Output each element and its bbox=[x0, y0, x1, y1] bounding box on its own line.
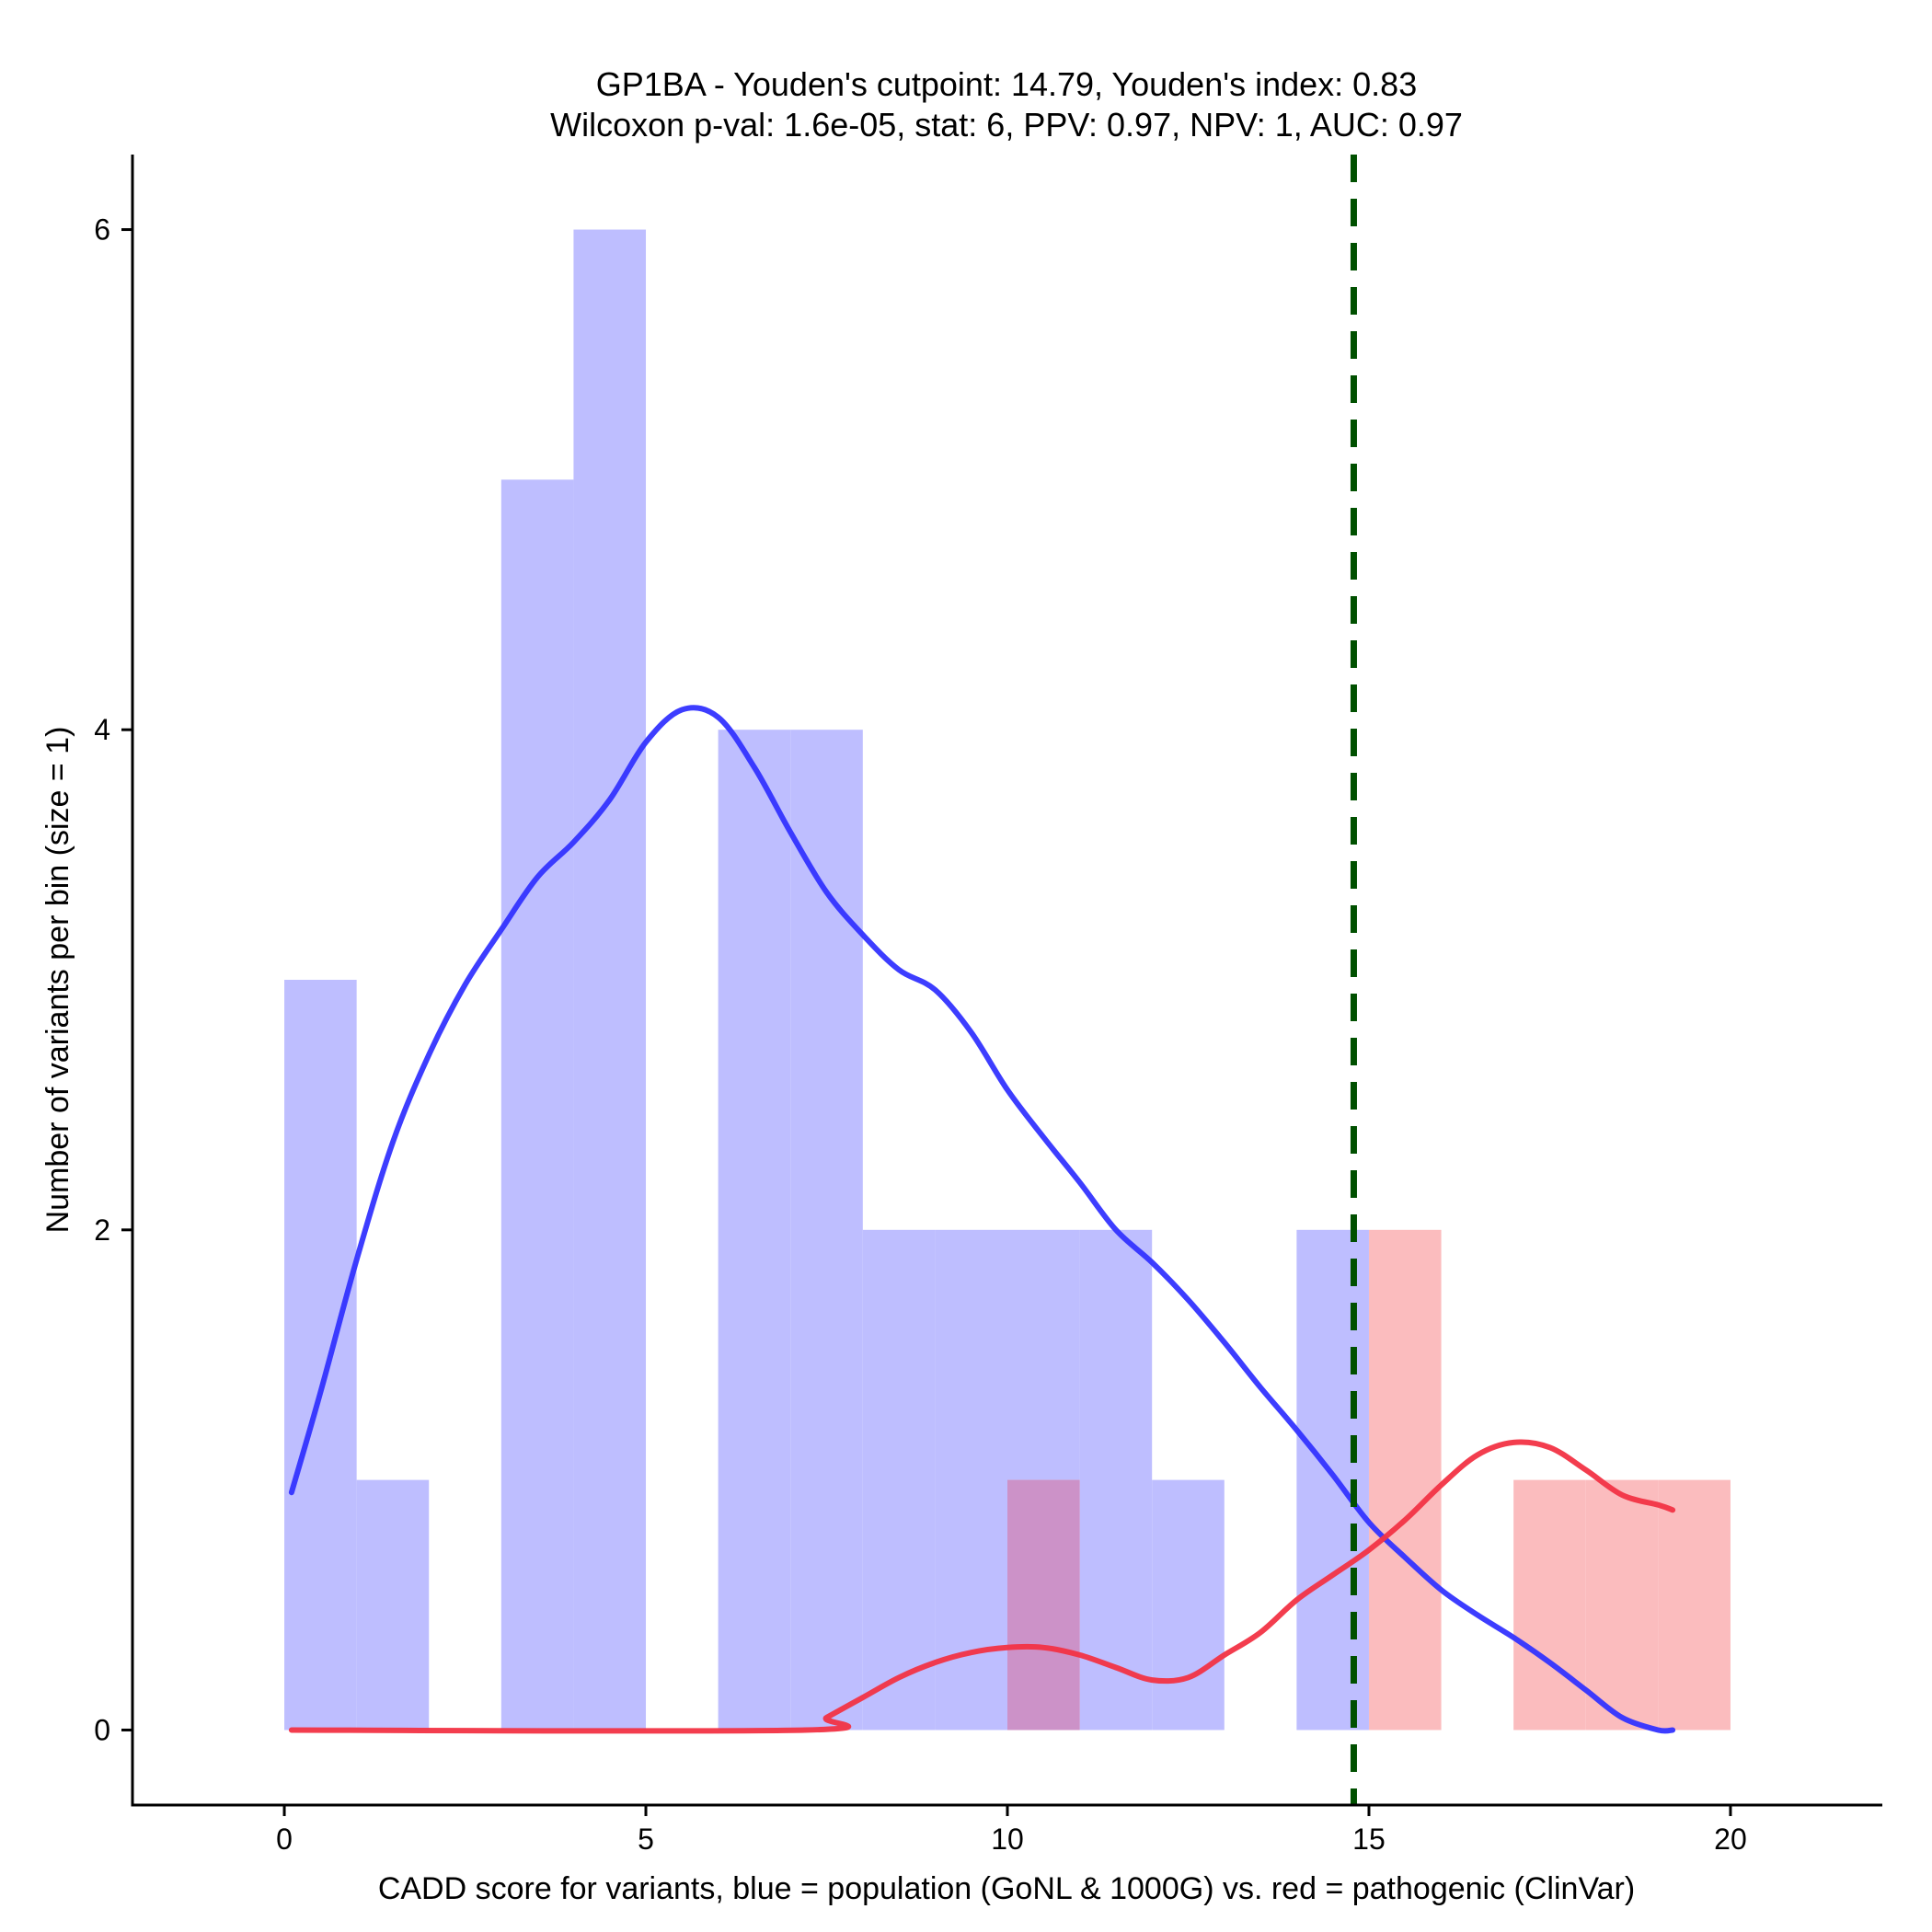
population-bar bbox=[356, 1479, 430, 1731]
bars-layer bbox=[284, 229, 1731, 1731]
y-tick-label: 4 bbox=[94, 713, 110, 746]
chart-subtitle: Wilcoxon p-val: 1.6e-05, stat: 6, PPV: 0… bbox=[550, 106, 1463, 144]
population-bar bbox=[862, 1229, 936, 1731]
pathogenic-bar bbox=[1585, 1479, 1659, 1731]
pathogenic-bar bbox=[1513, 1479, 1586, 1731]
population-bar bbox=[790, 730, 863, 1731]
y-tick-label: 2 bbox=[94, 1213, 110, 1247]
x-tick-label: 10 bbox=[991, 1823, 1024, 1856]
x-axis-label: CADD score for variants, blue = populati… bbox=[378, 1871, 1635, 1906]
y-axis-label: Number of variants per bin (size = 1) bbox=[40, 727, 75, 1234]
pathogenic-density-curve bbox=[288, 1439, 1676, 1734]
population-bar bbox=[1296, 1229, 1369, 1731]
overlap-bar bbox=[1007, 1479, 1080, 1731]
population-bar bbox=[500, 479, 574, 1731]
population-bar bbox=[1079, 1229, 1153, 1731]
y-tick-label: 6 bbox=[94, 213, 110, 247]
y-tick-label: 0 bbox=[94, 1713, 110, 1746]
curves-layer bbox=[288, 705, 1676, 1734]
pathogenic-bar bbox=[1658, 1479, 1731, 1731]
population-bar bbox=[284, 980, 357, 1731]
population-bar bbox=[718, 730, 791, 1731]
x-tick-label: 5 bbox=[638, 1823, 654, 1856]
x-tick-label: 20 bbox=[1714, 1823, 1747, 1856]
chart-title: GP1BA - Youden's cutpoint: 14.79, Youden… bbox=[596, 65, 1417, 103]
pathogenic-bar bbox=[1368, 1229, 1442, 1731]
x-tick-label: 15 bbox=[1352, 1823, 1386, 1856]
population-density-curve bbox=[288, 705, 1676, 1734]
x-axis-ticks: 0 5 10 15 20 bbox=[276, 1805, 1747, 1856]
population-bar bbox=[1152, 1479, 1225, 1731]
population-bar bbox=[573, 229, 647, 1731]
y-axis-ticks: 0 2 4 6 bbox=[94, 213, 132, 1746]
x-tick-label: 0 bbox=[276, 1823, 293, 1856]
